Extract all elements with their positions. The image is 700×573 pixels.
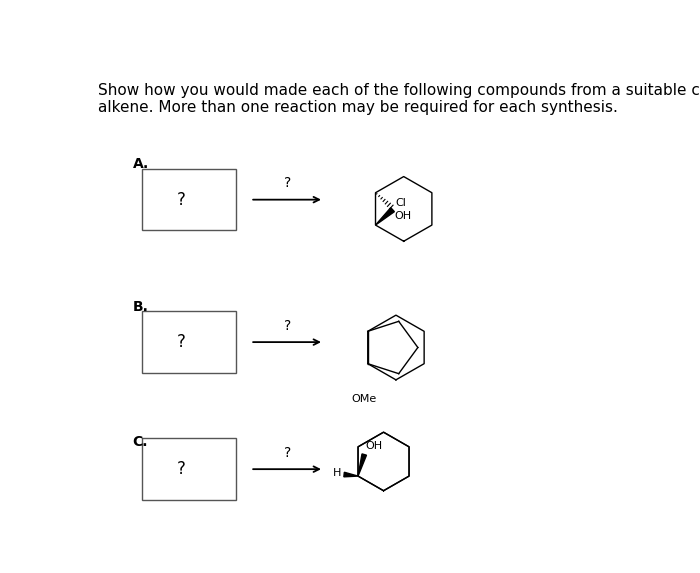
Text: H: H	[332, 468, 341, 478]
Bar	[141, 169, 237, 230]
Text: OMe: OMe	[351, 394, 377, 404]
Text: ?: ?	[177, 460, 186, 478]
Text: ?: ?	[177, 333, 186, 351]
Text: ?: ?	[284, 319, 291, 333]
Text: ?: ?	[284, 446, 291, 460]
Text: B.: B.	[132, 300, 148, 314]
Polygon shape	[375, 207, 394, 225]
Bar	[141, 311, 237, 373]
Polygon shape	[358, 454, 367, 476]
Text: Show how you would made each of the following compounds from a suitable cyclic
a: Show how you would made each of the foll…	[98, 83, 700, 115]
Text: ?: ?	[177, 191, 186, 209]
Polygon shape	[344, 472, 358, 477]
Text: OH: OH	[394, 211, 411, 221]
Text: OH: OH	[366, 441, 383, 452]
Bar	[141, 438, 237, 500]
Text: C.: C.	[132, 434, 148, 449]
Text: A.: A.	[132, 158, 148, 171]
Text: ?: ?	[284, 176, 291, 190]
Text: Cl: Cl	[395, 198, 406, 208]
